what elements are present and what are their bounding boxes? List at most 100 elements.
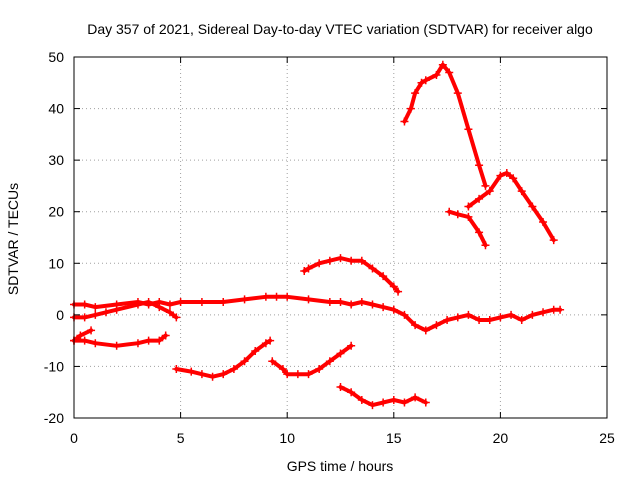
data-point xyxy=(300,267,309,276)
data-point xyxy=(80,313,89,322)
x-tick-label: 15 xyxy=(386,430,402,446)
data-point xyxy=(325,297,334,306)
series-s1 xyxy=(70,292,565,335)
series-line xyxy=(174,338,273,379)
data-point xyxy=(502,169,511,178)
data-point xyxy=(283,370,292,379)
data-point xyxy=(91,339,100,348)
data-point xyxy=(266,336,275,345)
data-point xyxy=(453,210,462,219)
data-point xyxy=(336,349,345,358)
data-point xyxy=(165,300,174,309)
data-point xyxy=(80,336,89,345)
data-point xyxy=(219,297,228,306)
data-point xyxy=(445,68,454,77)
data-point xyxy=(144,336,153,345)
data-point xyxy=(539,308,548,317)
data-point xyxy=(172,365,181,374)
data-point xyxy=(406,104,415,113)
data-point xyxy=(400,398,409,407)
data-point xyxy=(161,331,170,340)
data-point xyxy=(187,367,196,376)
data-point xyxy=(485,187,494,196)
data-point xyxy=(112,305,121,314)
data-point xyxy=(475,161,484,170)
data-point xyxy=(556,305,565,314)
data-point xyxy=(325,357,334,366)
data-point xyxy=(197,370,206,379)
data-point xyxy=(368,401,377,410)
series-line xyxy=(466,171,556,243)
data-point xyxy=(357,256,366,265)
data-point xyxy=(389,305,398,314)
data-point xyxy=(528,310,537,319)
series-s4 xyxy=(70,326,96,345)
data-point xyxy=(315,365,324,374)
series-s11 xyxy=(464,169,558,245)
series-line xyxy=(72,300,179,320)
data-point xyxy=(528,202,537,211)
data-point xyxy=(347,388,356,397)
data-point xyxy=(165,308,174,317)
y-tick-label: 40 xyxy=(48,101,64,117)
series-s2 xyxy=(70,297,181,322)
data-point xyxy=(453,313,462,322)
data-point xyxy=(304,264,313,273)
series-group xyxy=(70,60,565,410)
data-point xyxy=(325,256,334,265)
y-tick-label: 20 xyxy=(48,204,64,220)
x-tick-label: 0 xyxy=(70,430,78,446)
y-tick-label: -20 xyxy=(44,410,64,426)
data-point xyxy=(368,264,377,273)
data-point xyxy=(549,236,558,245)
series-s9 xyxy=(400,60,490,190)
data-point xyxy=(443,316,452,325)
data-point xyxy=(485,316,494,325)
data-point xyxy=(268,357,277,366)
data-point xyxy=(464,125,473,134)
data-point xyxy=(464,202,473,211)
x-tick-label: 20 xyxy=(493,430,509,446)
data-point xyxy=(389,282,398,291)
plot-frame xyxy=(73,56,608,419)
data-point xyxy=(87,326,96,335)
data-point xyxy=(379,272,388,281)
x-axis-title: GPS time / hours xyxy=(287,458,394,474)
data-point xyxy=(208,372,217,381)
data-point xyxy=(411,393,420,402)
data-point xyxy=(453,89,462,98)
data-point xyxy=(155,303,164,312)
data-point xyxy=(76,331,85,340)
data-point xyxy=(240,357,249,366)
data-point xyxy=(176,297,185,306)
data-point xyxy=(261,292,270,301)
data-point xyxy=(379,398,388,407)
data-point xyxy=(411,321,420,330)
data-point xyxy=(475,316,484,325)
data-point xyxy=(304,295,313,304)
data-point xyxy=(400,117,409,126)
y-tick-label: 50 xyxy=(48,49,64,65)
data-point xyxy=(172,313,181,322)
data-point xyxy=(336,254,345,263)
data-point xyxy=(445,207,454,216)
data-point xyxy=(336,297,345,306)
data-point xyxy=(112,341,121,350)
data-point xyxy=(272,292,281,301)
data-point xyxy=(432,71,441,80)
x-tick-label: 25 xyxy=(599,430,615,446)
data-point xyxy=(278,365,287,374)
data-point xyxy=(133,300,142,309)
y-tick-label: 10 xyxy=(48,255,64,271)
data-point xyxy=(481,181,490,190)
data-point xyxy=(400,310,409,319)
data-point xyxy=(101,308,110,317)
series-s10 xyxy=(445,207,490,250)
y-axis-title: SDTVAR / TECUs xyxy=(5,183,21,295)
data-point xyxy=(197,297,206,306)
series-s8 xyxy=(300,254,403,296)
x-tick-label: 5 xyxy=(177,430,185,446)
data-point xyxy=(421,326,430,335)
y-tick-label: -10 xyxy=(44,358,64,374)
